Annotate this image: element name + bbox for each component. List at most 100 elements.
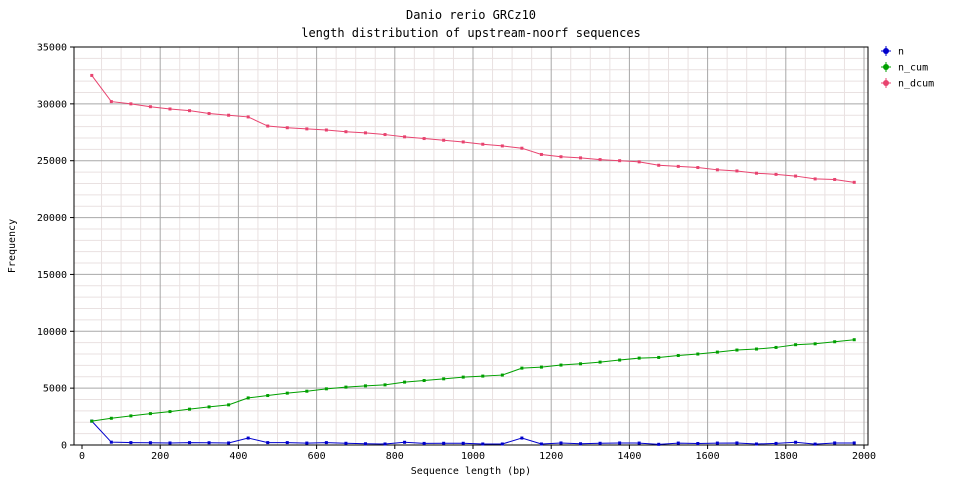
data-point xyxy=(363,384,367,388)
series-n_cum xyxy=(90,338,856,423)
data-point xyxy=(109,100,113,104)
data-point xyxy=(637,160,641,164)
data-point xyxy=(461,375,465,379)
data-point xyxy=(168,107,172,111)
data-point xyxy=(754,347,758,351)
data-point xyxy=(500,373,504,377)
data-point xyxy=(227,403,231,407)
data-point xyxy=(422,137,426,141)
data-point xyxy=(422,379,426,383)
data-point xyxy=(715,350,719,354)
series xyxy=(90,73,856,446)
data-point xyxy=(246,115,250,119)
data-point xyxy=(246,396,250,400)
data-point xyxy=(442,441,446,445)
data-point xyxy=(539,365,543,369)
data-point xyxy=(207,112,211,116)
x-tick-label: 1800 xyxy=(774,451,798,462)
data-point xyxy=(442,377,446,381)
data-point xyxy=(559,155,563,159)
data-point xyxy=(735,348,739,352)
data-point xyxy=(618,159,622,163)
data-point xyxy=(813,442,817,446)
data-point xyxy=(715,441,719,445)
legend-label: n_dcum xyxy=(898,79,934,90)
data-point xyxy=(481,142,485,146)
data-point xyxy=(148,105,152,109)
data-point xyxy=(148,441,152,445)
data-point xyxy=(833,177,837,181)
data-point xyxy=(579,156,583,160)
x-tick-label: 0 xyxy=(79,451,85,462)
x-tick-label: 1600 xyxy=(696,451,720,462)
series-n xyxy=(90,419,856,446)
data-point xyxy=(715,168,719,172)
x-tick-label: 2000 xyxy=(852,451,876,462)
data-point xyxy=(637,356,641,360)
data-point xyxy=(168,410,172,414)
data-point xyxy=(188,441,192,445)
data-point xyxy=(305,127,309,131)
data-point xyxy=(657,442,661,446)
data-point xyxy=(813,342,817,346)
series-line-n_dcum xyxy=(91,75,855,183)
data-point xyxy=(305,441,309,445)
data-point xyxy=(598,158,602,162)
data-point xyxy=(403,135,407,139)
data-point xyxy=(227,113,231,117)
data-point xyxy=(794,343,798,347)
y-axis-label: Frequency xyxy=(7,219,18,273)
data-point xyxy=(794,174,798,178)
y-tick-label: 30000 xyxy=(37,99,67,110)
data-point xyxy=(657,355,661,359)
data-point xyxy=(403,440,407,444)
data-point xyxy=(579,362,583,366)
data-point xyxy=(676,164,680,168)
x-tick-label: 200 xyxy=(151,451,169,462)
data-point xyxy=(813,177,817,181)
legend-item-n: n xyxy=(881,46,904,58)
data-point xyxy=(285,126,289,130)
data-point xyxy=(735,441,739,445)
data-point xyxy=(637,441,641,445)
data-point xyxy=(129,441,133,445)
data-point xyxy=(383,133,387,137)
data-point xyxy=(324,128,328,132)
data-point xyxy=(774,441,778,445)
data-point xyxy=(598,441,602,445)
data-point xyxy=(774,172,778,176)
data-point xyxy=(90,73,94,77)
y-tick-label: 20000 xyxy=(37,213,67,224)
data-point xyxy=(539,442,543,446)
x-tick-label: 1000 xyxy=(461,451,485,462)
x-axis-label: Sequence length (bp) xyxy=(411,466,531,477)
legend-label: n xyxy=(898,47,904,58)
x-tick-label: 800 xyxy=(386,451,404,462)
data-point xyxy=(774,345,778,349)
data-point xyxy=(794,440,798,444)
legend-label: n_cum xyxy=(898,63,928,74)
data-point xyxy=(324,441,328,445)
plot-border xyxy=(73,46,869,446)
data-point xyxy=(735,169,739,173)
y-tick-label: 15000 xyxy=(37,270,67,281)
data-point xyxy=(852,338,856,342)
y-tick-label: 35000 xyxy=(37,43,67,54)
data-point xyxy=(657,163,661,167)
data-point xyxy=(344,441,348,445)
series-line-n_cum xyxy=(91,339,855,422)
y-tick-label: 10000 xyxy=(37,327,67,338)
data-point xyxy=(559,363,563,367)
data-point xyxy=(207,441,211,445)
data-point xyxy=(696,352,700,356)
data-point xyxy=(188,407,192,411)
data-point xyxy=(676,354,680,358)
legend: n n_cum n_dcum xyxy=(881,46,934,90)
x-tick-label: 1400 xyxy=(617,451,641,462)
data-point xyxy=(168,441,172,445)
data-point xyxy=(598,360,602,364)
series-line-n xyxy=(91,420,855,445)
data-point xyxy=(461,140,465,144)
data-point xyxy=(266,441,270,445)
